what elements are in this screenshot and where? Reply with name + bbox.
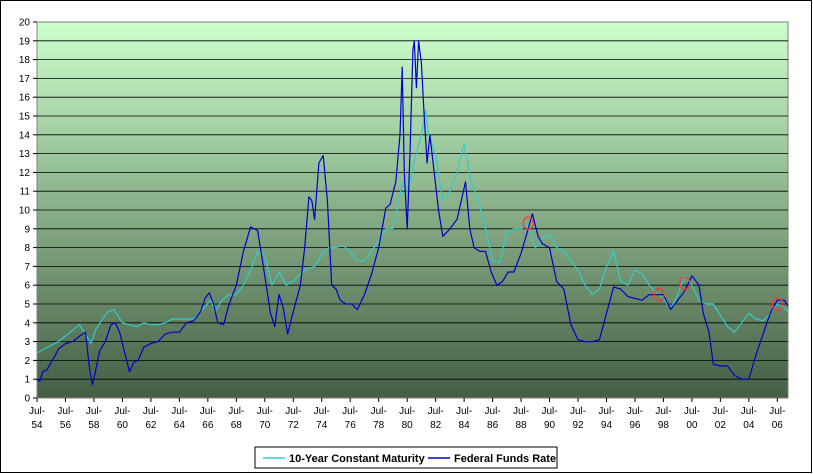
x-tick-label-top-76: Jul-: [342, 406, 358, 417]
y-tick-label-7: 7: [24, 262, 30, 273]
x-tick-label-64: 64: [174, 420, 186, 431]
x-tick-label-top-92: Jul-: [570, 406, 586, 417]
y-tick-label-14: 14: [19, 130, 31, 141]
x-tick-label-top-64: Jul-: [171, 406, 187, 417]
x-tick-label-top-80: Jul-: [399, 406, 415, 417]
x-tick-label-top-88: Jul-: [513, 406, 529, 417]
y-tick-label-13: 13: [19, 149, 31, 160]
x-tick-label-70: 70: [259, 420, 271, 431]
y-tick-label-18: 18: [19, 55, 31, 66]
highlight-marker-1: [653, 288, 665, 302]
y-tick-label-1: 1: [24, 375, 30, 386]
x-tick-label-top-70: Jul-: [257, 406, 273, 417]
x-tick-label-82: 82: [430, 420, 442, 431]
x-tick-label-98: 98: [658, 420, 670, 431]
y-tick-label-5: 5: [24, 300, 30, 311]
y-tick-label-2: 2: [24, 356, 30, 367]
highlight-marker-2: [679, 276, 691, 290]
highlight-markers: [522, 216, 783, 311]
x-tick-label-top-90: Jul-: [541, 406, 557, 417]
x-tick-label-top-06: Jul-: [769, 406, 785, 417]
x-tick-label-top-02: Jul-: [712, 406, 728, 417]
y-tick-label-17: 17: [19, 74, 31, 85]
y-tick-label-6: 6: [24, 281, 30, 292]
x-tick-label-58: 58: [88, 420, 100, 431]
y-tick-label-4: 4: [24, 318, 30, 329]
legend-label-fed-funds: Federal Funds Rate: [454, 453, 556, 465]
x-tick-label-top-96: Jul-: [627, 406, 643, 417]
x-tick-label-top-60: Jul-: [114, 406, 130, 417]
x-tick-label-66: 66: [202, 420, 214, 431]
x-tick-label-06: 06: [772, 420, 784, 431]
x-tick-label-78: 78: [373, 420, 385, 431]
y-tick-label-8: 8: [24, 243, 30, 254]
x-tick-label-62: 62: [145, 420, 157, 431]
x-tick-label-74: 74: [316, 420, 328, 431]
legend: 10-Year Constant Maturity Federal Funds …: [254, 446, 558, 469]
x-tick-label-94: 94: [601, 420, 613, 431]
highlight-marker-0: [522, 216, 534, 230]
x-tick-label-top-82: Jul-: [428, 406, 444, 417]
x-tick-label-90: 90: [544, 420, 556, 431]
x-tick-label-00: 00: [686, 420, 698, 431]
x-tick-label-84: 84: [459, 420, 471, 431]
series-line-ten-year: [36, 109, 789, 354]
x-tick-label-top-62: Jul-: [143, 406, 159, 417]
x-tick-label-02: 02: [715, 420, 727, 431]
x-tick-label-56: 56: [60, 420, 72, 431]
x-tick-label-top-04: Jul-: [741, 406, 757, 417]
x-tick-label-96: 96: [629, 420, 641, 431]
x-tick-label-top-00: Jul-: [684, 406, 700, 417]
x-tick-label-60: 60: [117, 420, 129, 431]
x-tick-label-top-54: Jul-: [29, 406, 45, 417]
y-tick-label-19: 19: [19, 36, 31, 47]
x-tick-label-80: 80: [402, 420, 414, 431]
y-tick-label-11: 11: [20, 187, 31, 198]
highlight-marker-3: [771, 297, 783, 311]
x-tick-label-top-58: Jul-: [86, 406, 102, 417]
x-tick-label-top-66: Jul-: [200, 406, 216, 417]
y-tick-label-12: 12: [19, 168, 31, 179]
x-tick-label-86: 86: [487, 420, 499, 431]
series-line-fed-funds: [36, 40, 789, 386]
x-axis-ticks: Jul- 54 Jul- 56 Jul- 58 Jul- 60 Jul- 62 Jul- 64 Jul-…: [29, 398, 785, 431]
legend-box: [254, 446, 558, 469]
x-tick-label-72: 72: [288, 420, 300, 431]
x-tick-label-top-72: Jul-: [285, 406, 301, 417]
x-tick-label-top-98: Jul-: [655, 406, 671, 417]
x-tick-label-54: 54: [31, 420, 43, 431]
y-tick-label-0: 0: [24, 394, 30, 405]
x-tick-label-92: 92: [572, 420, 584, 431]
x-tick-label-76: 76: [345, 420, 357, 431]
x-tick-label-top-94: Jul-: [598, 406, 614, 417]
x-tick-label-top-74: Jul-: [314, 406, 330, 417]
legend-label-ten-year: 10-Year Constant Maturity: [289, 453, 426, 465]
y-tick-label-15: 15: [19, 112, 31, 123]
y-tick-label-20: 20: [19, 18, 31, 29]
x-tick-label-top-78: Jul-: [371, 406, 387, 417]
y-tick-label-16: 16: [19, 93, 31, 104]
x-tick-label-top-56: Jul-: [57, 406, 73, 417]
x-tick-label-68: 68: [231, 420, 243, 431]
x-tick-label-top-86: Jul-: [485, 406, 501, 417]
x-tick-label-top-68: Jul-: [228, 406, 244, 417]
y-tick-label-10: 10: [19, 206, 31, 217]
y-tick-label-9: 9: [24, 224, 30, 235]
x-tick-label-88: 88: [515, 420, 527, 431]
x-tick-label-04: 04: [743, 420, 755, 431]
x-tick-label-top-84: Jul-: [456, 406, 472, 417]
series-lines: [36, 40, 789, 386]
y-tick-label-3: 3: [24, 337, 30, 348]
